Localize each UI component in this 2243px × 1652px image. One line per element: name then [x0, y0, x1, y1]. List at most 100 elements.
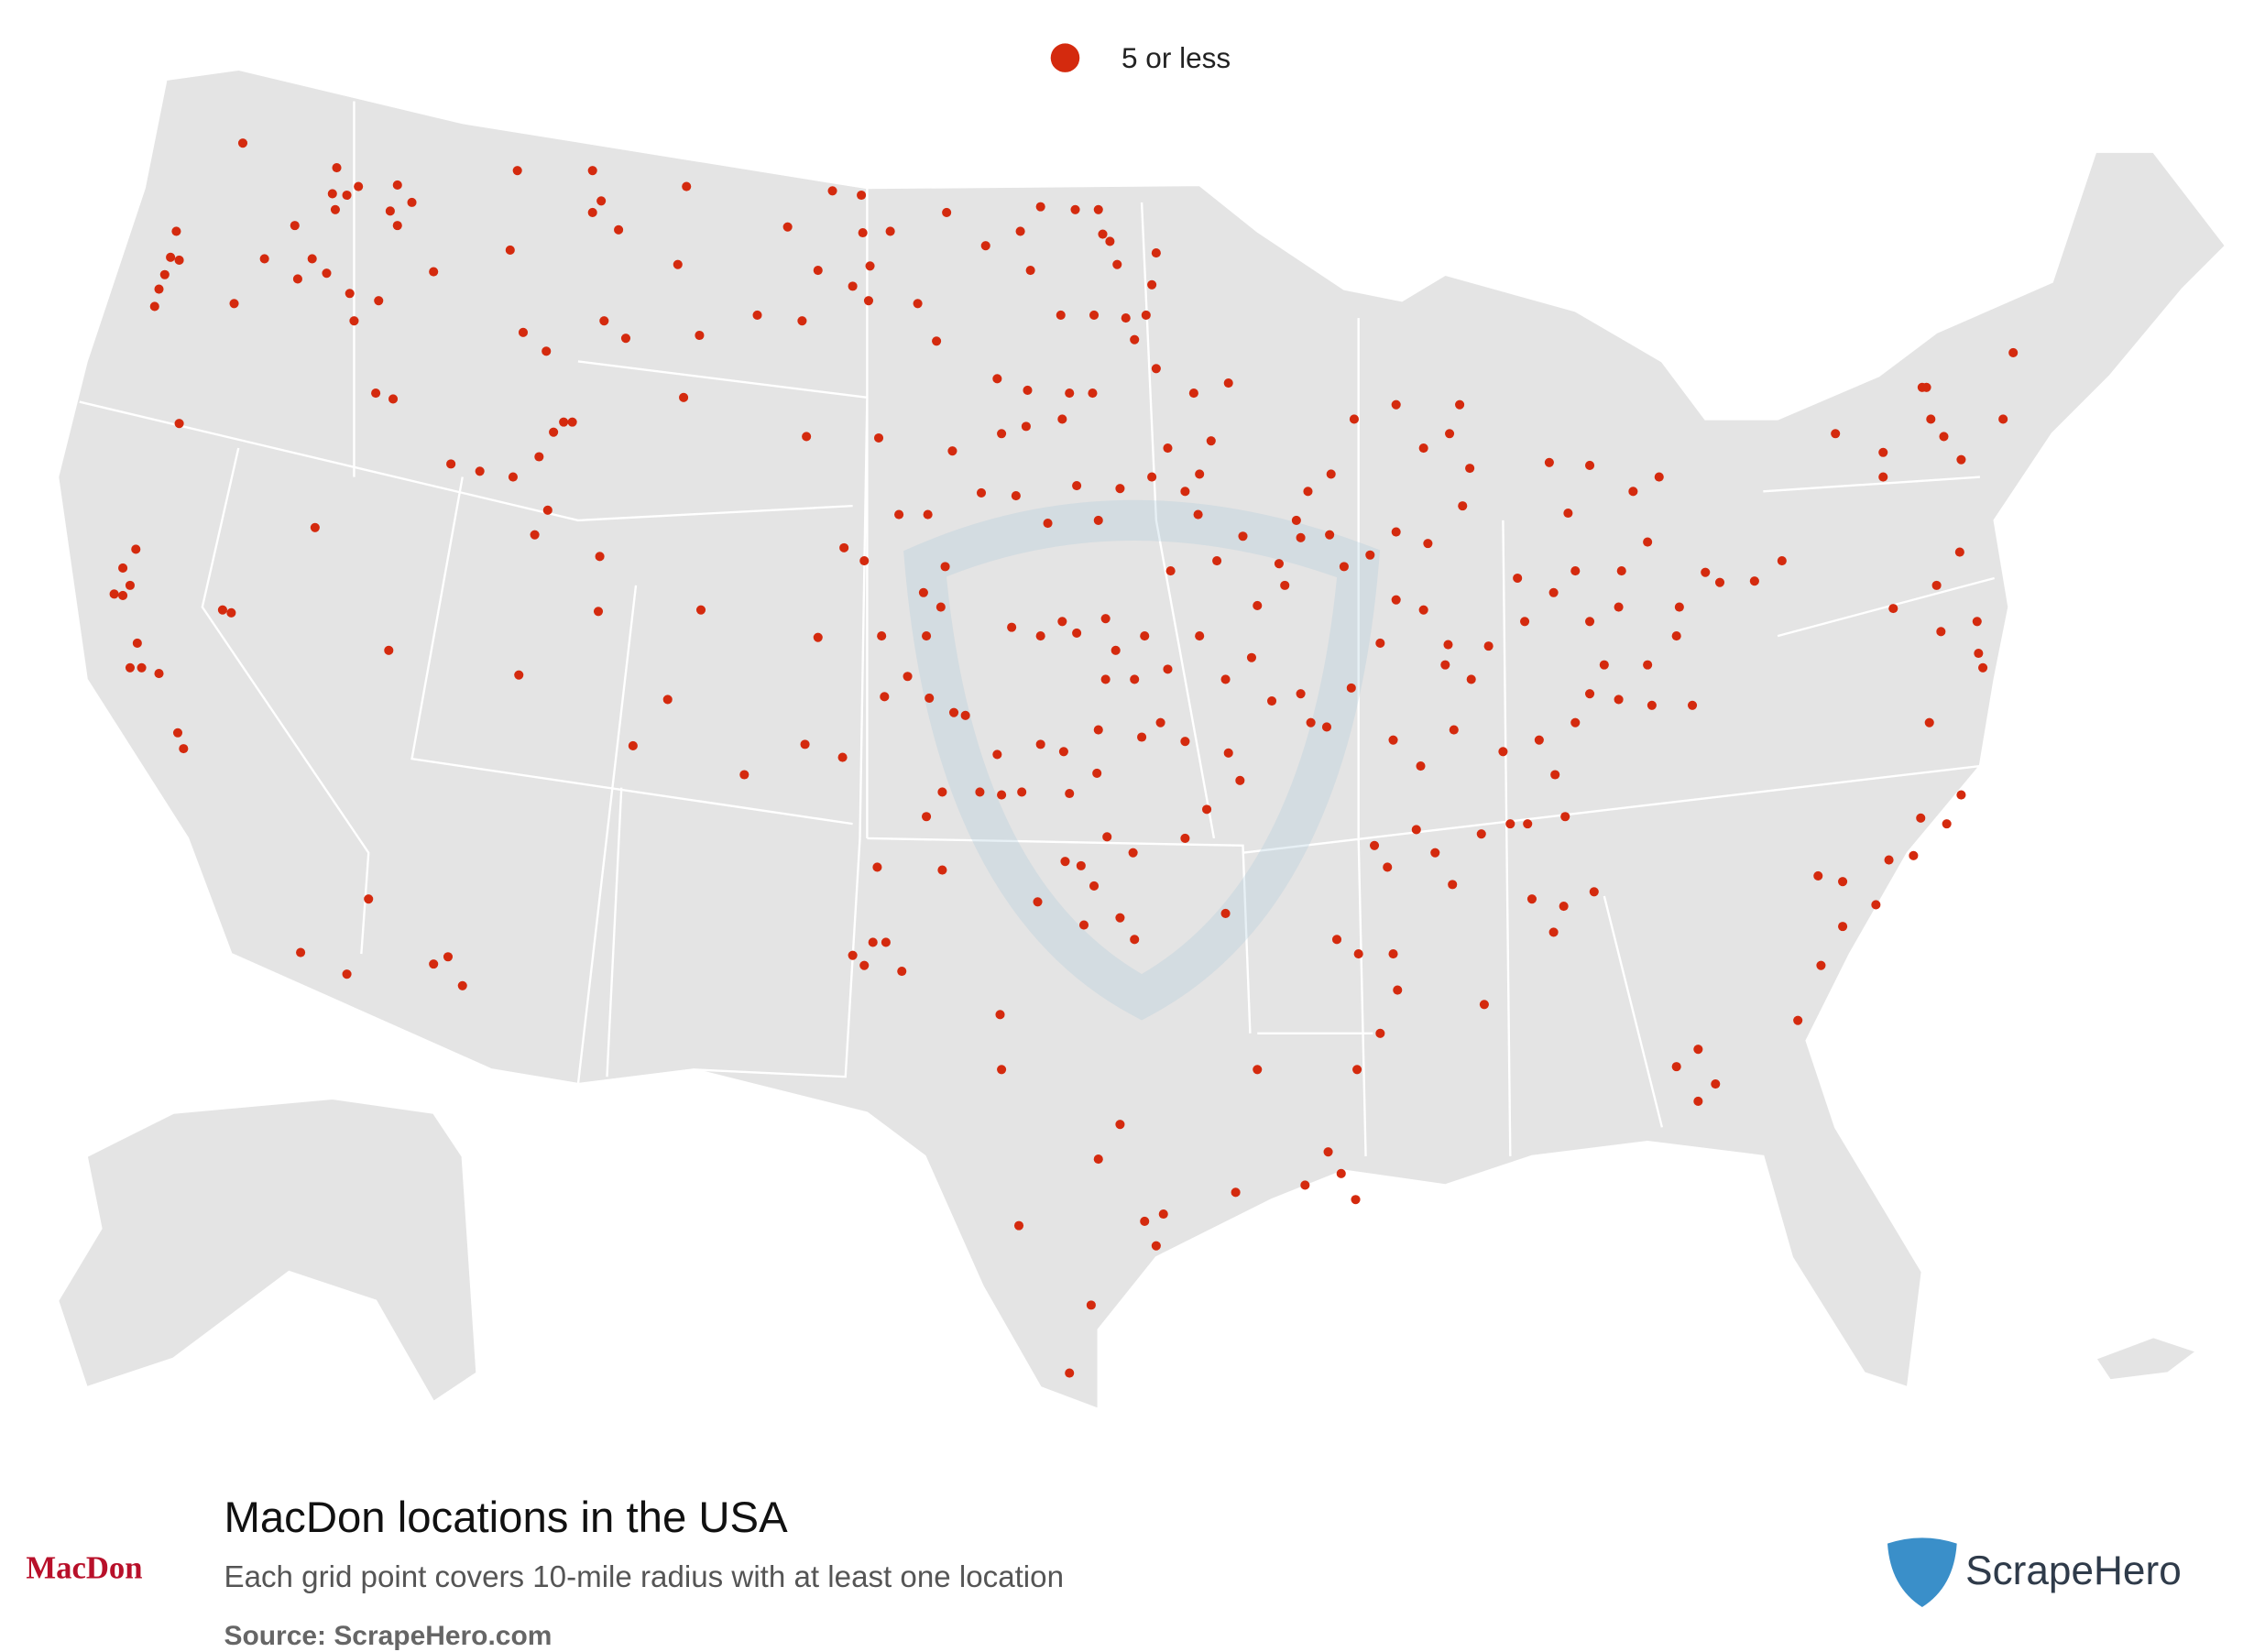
location-dot — [695, 330, 705, 341]
location-dot — [839, 542, 849, 552]
location-dot — [922, 812, 932, 822]
location-dot — [1141, 310, 1151, 320]
location-dot — [857, 190, 867, 201]
location-dot — [388, 394, 399, 404]
location-dot — [226, 607, 236, 618]
location-dot — [1878, 447, 1888, 457]
location-dot — [1128, 848, 1138, 858]
location-dot — [877, 631, 887, 641]
location-dot — [1388, 949, 1398, 959]
location-dot — [327, 189, 337, 199]
location-dot — [1089, 310, 1100, 320]
location-dot — [1072, 628, 1082, 638]
location-dot — [505, 245, 515, 255]
location-dot — [1550, 770, 1560, 780]
location-dot — [695, 605, 706, 615]
location-dot — [1246, 652, 1257, 662]
location-dot — [1466, 674, 1476, 684]
location-dot — [1513, 573, 1523, 584]
location-dot — [1089, 881, 1100, 892]
location-dot — [137, 662, 147, 673]
location-dot — [1112, 259, 1122, 269]
location-dot — [868, 937, 878, 947]
location-dot — [518, 327, 529, 337]
location-dot — [1280, 580, 1290, 590]
location-dot — [1056, 310, 1066, 320]
location-dot — [172, 728, 183, 738]
location-dot — [1057, 414, 1067, 424]
location-dot — [1643, 660, 1653, 670]
location-dot — [1033, 897, 1043, 907]
location-dot — [997, 429, 1007, 439]
legend-marker — [1050, 43, 1080, 72]
location-dot — [1058, 747, 1068, 757]
location-dot — [1365, 550, 1375, 560]
location-dot — [885, 226, 895, 236]
location-dot — [1321, 722, 1332, 732]
location-dot — [259, 254, 269, 264]
location-dot — [1093, 515, 1103, 525]
location-dot — [872, 862, 882, 872]
location-dot — [1369, 840, 1380, 850]
location-dot — [1616, 566, 1626, 576]
location-dot — [997, 790, 1007, 800]
location-dot — [1647, 700, 1657, 710]
location-dot — [935, 602, 946, 612]
location-dot — [392, 180, 402, 191]
location-dot — [1974, 648, 1984, 659]
location-dot — [429, 267, 439, 277]
location-dot — [1418, 605, 1428, 615]
location-dot — [1253, 600, 1263, 611]
location-dot — [1274, 559, 1284, 569]
location-dot — [673, 259, 683, 269]
location-dot — [508, 472, 518, 482]
location-dot — [976, 487, 987, 498]
location-dot — [1884, 855, 1894, 865]
location-dot — [1013, 1220, 1024, 1231]
location-dot — [229, 299, 239, 309]
location-dot — [1266, 696, 1277, 706]
location-dot — [1163, 664, 1173, 674]
location-dot — [1505, 819, 1515, 829]
location-dot — [1917, 382, 1927, 392]
location-dot — [559, 417, 569, 427]
location-dot — [1498, 747, 1508, 757]
location-dot — [1296, 689, 1306, 699]
location-dot — [1585, 460, 1595, 471]
hawaii — [2094, 1335, 2200, 1382]
location-dot — [739, 770, 749, 780]
location-dot — [1671, 631, 1681, 641]
location-dot — [1749, 576, 1759, 586]
location-dot — [1353, 949, 1363, 959]
legend-label: 5 or less — [1122, 41, 1231, 74]
location-dot — [1942, 819, 1952, 829]
location-dot — [1238, 531, 1248, 542]
location-dot — [1147, 472, 1157, 482]
location-dot — [385, 206, 395, 216]
location-dot — [997, 1065, 1007, 1075]
location-dot — [1440, 660, 1450, 670]
location-dot — [342, 969, 352, 979]
location-dot — [1323, 1147, 1333, 1157]
location-dot — [1043, 519, 1053, 529]
brand-logo: MacDon — [26, 1549, 142, 1585]
location-dot — [1956, 790, 1966, 800]
location-dot — [1070, 204, 1080, 214]
location-dot — [1155, 717, 1165, 728]
location-dot — [960, 710, 970, 720]
location-dot — [1916, 813, 1926, 823]
location-dot — [1098, 229, 1108, 239]
location-dot — [865, 261, 875, 271]
scrapehero-logo: ScrapeHero — [1887, 1537, 2182, 1608]
location-dot — [1628, 487, 1638, 497]
location-dot — [848, 950, 858, 960]
location-dot — [1391, 399, 1401, 410]
location-dot — [813, 265, 823, 276]
location-dot — [1476, 829, 1486, 839]
location-dot — [1614, 602, 1624, 612]
location-dot — [1253, 1065, 1263, 1075]
location-dot — [800, 739, 810, 749]
location-dot — [1693, 1096, 1703, 1107]
location-dot — [542, 346, 552, 356]
source: Source: ScrapeHero.com — [224, 1621, 552, 1651]
